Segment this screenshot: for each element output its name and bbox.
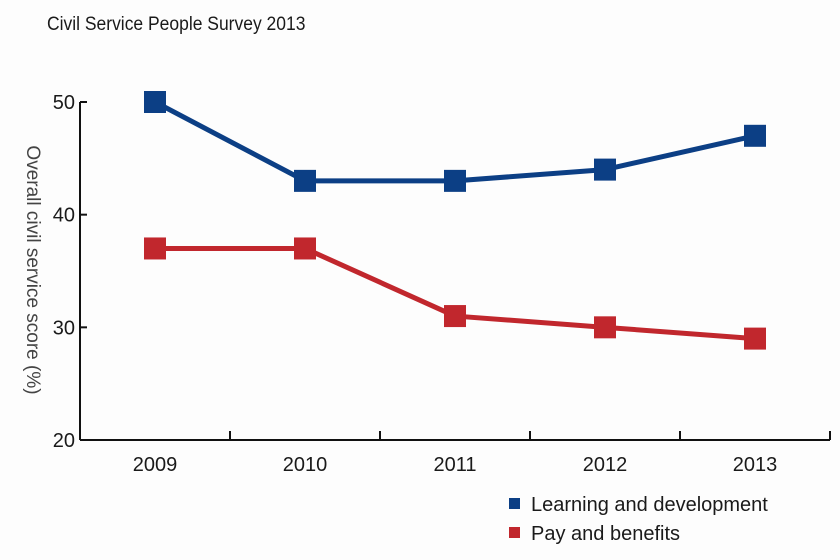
- data-point-marker: [744, 124, 766, 147]
- x-tick-label: 2012: [583, 454, 628, 476]
- legend-swatch: [509, 527, 520, 538]
- data-point-marker: [144, 91, 166, 113]
- y-tick-label: 20: [53, 430, 75, 452]
- x-tick-label: 2013: [733, 454, 778, 476]
- series-line-0: [153, 99, 756, 184]
- chart-title: Civil Service People Survey 2013: [47, 14, 306, 35]
- data-point-marker: [444, 305, 466, 328]
- y-tick-label: 40: [53, 205, 75, 227]
- x-tick-label: 2011: [433, 454, 476, 476]
- data-point-marker: [144, 237, 166, 260]
- y-tick-label: 30: [53, 317, 75, 339]
- y-axis-label: Overall civil service score (%): [22, 145, 43, 394]
- data-point-marker: [594, 316, 616, 339]
- series-group: [144, 91, 766, 350]
- data-point-marker: [294, 169, 316, 192]
- axes: 20 30 40 50 2009 2010 2011 2012 2013: [53, 92, 831, 476]
- legend-swatch: [509, 498, 520, 509]
- data-point-marker: [744, 327, 766, 350]
- x-tick-label: 2009: [133, 454, 178, 476]
- y-tick-label: 50: [53, 92, 75, 114]
- data-point-marker: [594, 158, 616, 181]
- x-tick-label: 2010: [283, 454, 328, 476]
- data-point-marker: [294, 237, 316, 260]
- legend-label: Learning and development: [531, 494, 768, 516]
- legend: Learning and development Pay and benefits: [509, 494, 768, 545]
- legend-label: Pay and benefits: [531, 523, 680, 545]
- data-point-marker: [444, 169, 466, 192]
